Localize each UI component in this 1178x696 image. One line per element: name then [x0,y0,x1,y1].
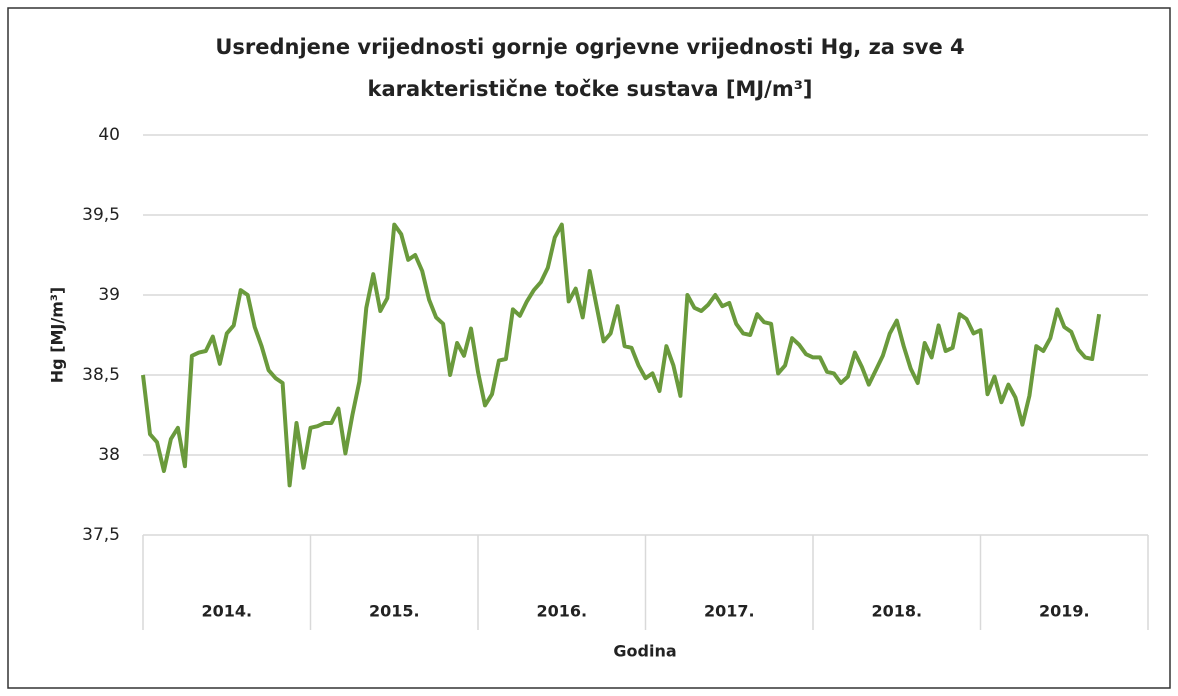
y-tick-label: 38 [98,445,120,465]
x-tick-label: 2015. [369,602,420,621]
y-tick-label: 39 [98,285,120,305]
y-tick-label: 37,5 [82,525,120,545]
chart-title: Usrednjene vrijednosti gornje ogrjevne v… [215,35,964,59]
y-tick-label: 39,5 [82,205,120,225]
y-tick-label: 38,5 [82,365,120,385]
x-tick-label: 2014. [201,602,252,621]
y-tick-label: 40 [98,125,120,145]
data-line [141,222,1102,488]
x-tick-label: 2019. [1039,602,1090,621]
chart-title: karakteristične točke sustava [MJ/m³] [367,77,812,101]
x-tick-label: 2018. [871,602,922,621]
x-tick-label: 2016. [536,602,587,621]
chart-frame [7,7,1171,689]
y-axis-label: Hg [MJ/m³] [48,287,67,383]
x-axis-label: Godina [613,642,676,661]
x-tick-label: 2017. [704,602,755,621]
